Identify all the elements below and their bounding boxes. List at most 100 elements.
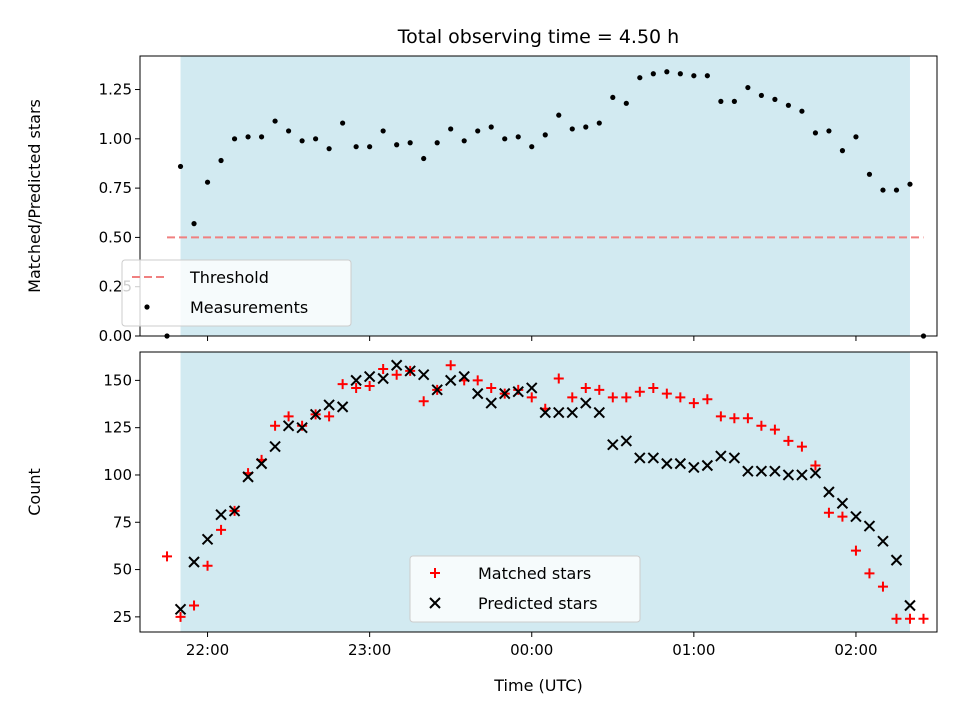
measurement-point [839, 148, 846, 154]
predicted-stars-point [647, 452, 660, 464]
y-tick-label: 150 [103, 371, 132, 389]
x-axis-label: Time (UTC) [493, 676, 582, 695]
matched-stars-point [823, 507, 834, 518]
predicted-stars-point [512, 386, 524, 398]
predicted-stars-point [661, 457, 673, 470]
predicted-stars-point [417, 368, 430, 381]
matched-stars-point [796, 441, 807, 452]
matched-stars-point [378, 364, 389, 375]
predicted-stars-point [255, 457, 268, 470]
matched-stars-point [850, 545, 861, 556]
y-tick-label: 0.00 [99, 327, 132, 345]
matched-stars-point [567, 392, 578, 403]
measurement-point [245, 134, 251, 140]
predicted-stars-point [890, 554, 903, 566]
predicted-stars-point [363, 370, 376, 383]
predicted-stars-point [377, 372, 389, 385]
matched-stars-point [648, 382, 659, 393]
matched-stars-point [729, 413, 740, 424]
predicted-stars-point [215, 508, 227, 521]
predicted-stars-point [715, 450, 727, 462]
top-panel: Total observing time = 4.50 h0.000.250.5… [25, 26, 938, 345]
predicted-stars-point [728, 452, 741, 464]
measurement-point [880, 187, 886, 193]
measurement-point [434, 140, 440, 146]
measurement-point [285, 128, 292, 134]
x-tick-label: 00:00 [510, 641, 553, 659]
legend-label: Threshold [189, 268, 269, 287]
x-tick-label: 23:00 [348, 641, 391, 659]
y-tick-label: 125 [103, 419, 132, 437]
predicted-stars-point [336, 401, 349, 413]
predicted-stars-point [742, 465, 754, 477]
legend-predicted-swatch [429, 597, 441, 609]
predicted-stars-point [809, 467, 822, 479]
measurement-point [258, 134, 265, 140]
measurement-point [758, 92, 764, 99]
measurement-point [556, 112, 562, 118]
predicted-stars-point [499, 387, 511, 400]
predicted-stars-point [228, 505, 241, 517]
measurement-point [785, 102, 792, 108]
matched-stars-point [216, 524, 227, 535]
y-tick-label: 0.75 [99, 179, 132, 197]
matched-stars-point [904, 613, 915, 624]
predicted-stars-point [593, 406, 605, 419]
measurement-point [893, 187, 900, 193]
measurement-point [731, 98, 737, 104]
y-tick-label: 1.00 [99, 130, 132, 148]
predicted-stars-point [390, 359, 403, 371]
predicted-stars-point [620, 435, 633, 447]
predicted-stars-point [526, 382, 538, 394]
measurement-point [704, 73, 710, 79]
bottom-panel: 25 50 75 100 125 150 22:00 23:00 00:00 01:00 02:00… [25, 351, 938, 695]
measurement-point [826, 128, 832, 134]
predicted-stars-point [188, 556, 200, 568]
measurement-point [475, 128, 481, 134]
y-tick-label: 100 [103, 466, 132, 484]
measurement-point [907, 181, 913, 187]
predicted-stars-point [282, 420, 295, 432]
y-tick-label: 25 [113, 608, 132, 626]
matched-stars-point [891, 613, 902, 624]
measurement-point [650, 71, 656, 77]
predicted-stars-point [701, 459, 714, 472]
predicted-stars-point [323, 399, 335, 411]
predicted-stars-point [539, 406, 551, 419]
measurement-point [515, 134, 521, 140]
predicted-stars-point [904, 599, 916, 612]
predicted-stars-point [877, 535, 889, 547]
measurement-point [772, 96, 778, 102]
predicted-stars-point [769, 465, 781, 477]
legend-box [121, 259, 352, 327]
measurement-point [488, 124, 494, 130]
measurement-point [623, 100, 629, 106]
predicted-stars-point [634, 452, 646, 464]
predicted-stars-point [431, 384, 443, 396]
measurement-point [461, 138, 467, 144]
matched-stars-point [270, 420, 281, 431]
matched-stars-point [189, 600, 200, 611]
matched-stars-point [621, 392, 632, 403]
predicted-stars-point [444, 374, 457, 387]
axes-frame [139, 55, 938, 337]
measurement-point [191, 221, 197, 227]
measurement-point [218, 157, 224, 164]
matched-stars-point [418, 396, 429, 407]
measurement-point [177, 163, 184, 170]
matched-stars-point [675, 392, 686, 403]
legend-label: Matched stars [478, 564, 591, 583]
measurement-point [799, 108, 805, 114]
predicted-stars-point [863, 520, 876, 532]
predicted-stars-point [472, 387, 484, 400]
measurement-point [204, 179, 211, 185]
predicted-stars-point [296, 421, 308, 434]
y-axis-label: Matched/Predicted stars [25, 99, 44, 293]
measurement-point [313, 136, 319, 142]
matched-stars-point [837, 511, 848, 522]
matched-stars-point [162, 551, 173, 562]
measurement-point [367, 144, 373, 150]
x-tick-label: 01:00 [672, 641, 715, 659]
predicted-stars-point [553, 406, 565, 419]
